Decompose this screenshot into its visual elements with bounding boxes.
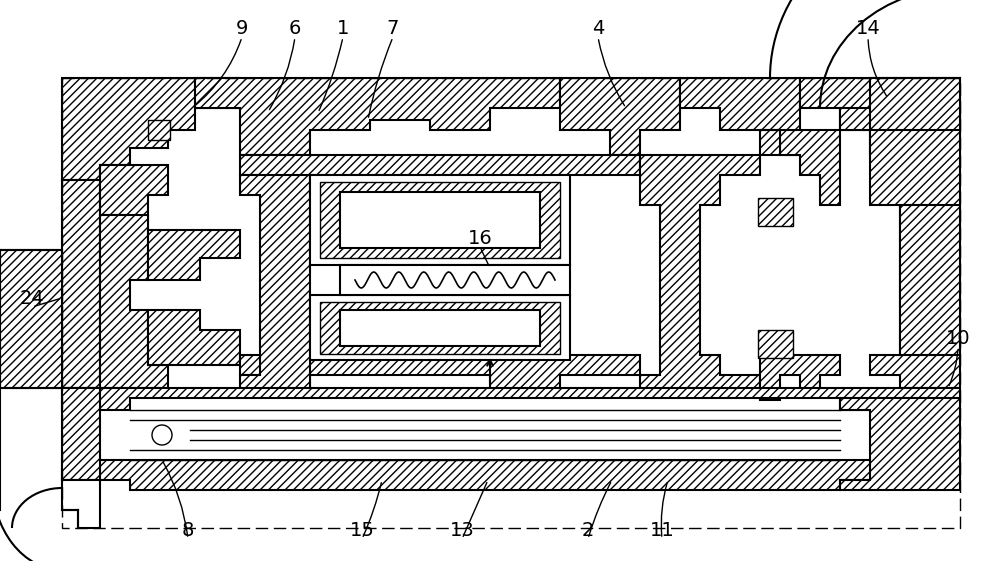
Bar (758, 198, 793, 226)
Bar (340, 310, 540, 346)
Bar (320, 302, 560, 354)
Polygon shape (0, 250, 62, 388)
Bar (310, 175, 570, 265)
Polygon shape (840, 398, 960, 490)
Text: 9: 9 (236, 19, 248, 38)
Text: 8: 8 (182, 521, 194, 540)
Text: 7: 7 (387, 19, 399, 38)
Text: 4: 4 (592, 19, 604, 38)
Bar (62, 78, 960, 528)
Polygon shape (560, 78, 680, 155)
Polygon shape (62, 388, 960, 410)
Polygon shape (62, 180, 100, 388)
Text: 13: 13 (450, 521, 474, 540)
Text: 14: 14 (856, 19, 880, 38)
Polygon shape (100, 215, 168, 388)
Bar (758, 330, 793, 358)
Text: 11: 11 (650, 521, 674, 540)
Polygon shape (100, 165, 168, 230)
Polygon shape (240, 175, 310, 395)
Polygon shape (62, 480, 100, 528)
Polygon shape (240, 355, 640, 395)
Text: 2: 2 (582, 521, 594, 540)
Polygon shape (870, 78, 960, 130)
Text: 1: 1 (337, 19, 349, 38)
Polygon shape (840, 108, 960, 388)
Polygon shape (640, 155, 760, 395)
Text: 16: 16 (468, 228, 492, 247)
Polygon shape (148, 310, 240, 365)
Text: 24: 24 (20, 288, 44, 307)
Polygon shape (195, 78, 560, 155)
Polygon shape (680, 78, 800, 155)
Polygon shape (62, 388, 100, 480)
Text: 15: 15 (350, 521, 374, 540)
Polygon shape (760, 130, 840, 205)
Polygon shape (148, 230, 240, 280)
Bar (320, 182, 560, 258)
Text: 6: 6 (289, 19, 301, 38)
Polygon shape (240, 155, 640, 195)
Bar (148, 120, 170, 140)
Bar (340, 192, 540, 248)
Polygon shape (62, 78, 240, 180)
Polygon shape (62, 460, 960, 490)
Polygon shape (760, 355, 840, 400)
Polygon shape (800, 78, 960, 180)
Polygon shape (340, 265, 570, 295)
Polygon shape (900, 205, 960, 355)
Bar (310, 295, 570, 360)
Text: 10: 10 (946, 329, 970, 347)
